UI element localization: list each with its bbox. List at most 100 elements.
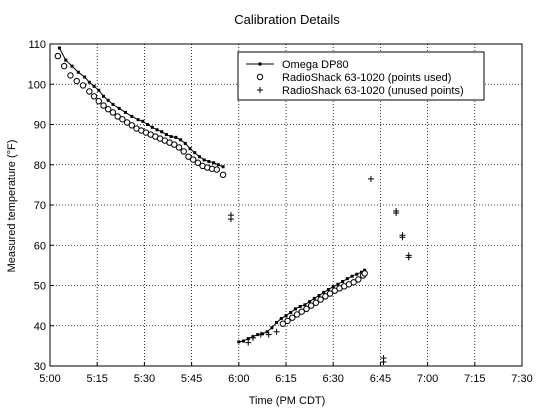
omega-data-point <box>212 161 216 165</box>
omega-data-point <box>179 138 183 142</box>
omega-data-point <box>284 314 288 318</box>
omega-data-point <box>293 307 297 311</box>
radioshack-used-point <box>100 102 107 109</box>
radioshack-used-point <box>194 159 202 166</box>
omega-data-point <box>188 147 192 151</box>
chart-title: Calibration Details <box>234 12 340 27</box>
radioshack-used-point <box>180 148 187 155</box>
radioshack-unused-point <box>399 232 406 239</box>
y-tick-label: 100 <box>28 79 46 91</box>
radioshack-used-point <box>119 116 126 123</box>
omega-data-point <box>106 98 110 102</box>
omega-data-point <box>117 106 121 110</box>
omega-data-point <box>150 125 154 129</box>
radioshack-used-point <box>350 279 357 286</box>
omega-data-point <box>155 128 159 132</box>
radioshack-unused-point <box>393 208 400 215</box>
omega-data-point <box>363 268 367 272</box>
radioshack-used-point <box>185 153 192 160</box>
radioshack-used-point <box>317 296 324 303</box>
y-axis-label: Measured temperature (°F) <box>6 140 18 273</box>
omega-data-point <box>270 326 274 330</box>
radioshack-used-point <box>86 88 93 95</box>
omega-data-point <box>216 163 220 167</box>
legend-label-omega: Omega DP80 <box>282 59 349 71</box>
x-tick-label: 6:30 <box>322 373 343 385</box>
radioshack-unused-point <box>227 212 234 219</box>
omega-data-point <box>141 119 145 123</box>
omega-series-line <box>58 47 224 168</box>
legend-swatch-unused-marker <box>257 87 263 93</box>
radioshack-used-point <box>95 97 102 105</box>
radioshack-unused-point <box>249 334 256 341</box>
legend-swatch-used-marker <box>256 73 264 81</box>
omega-data-point <box>146 123 150 126</box>
y-tick-label: 70 <box>34 200 46 212</box>
radioshack-unused-point <box>367 175 374 182</box>
omega-data-point <box>242 339 246 343</box>
legend-swatch-omega-marker <box>258 62 262 66</box>
radioshack-unused-point <box>273 328 280 335</box>
omega-data-point <box>193 151 197 155</box>
radioshack-used-point <box>279 320 287 327</box>
omega-data-point <box>275 321 279 325</box>
omega-data-point <box>246 337 250 341</box>
omega-data-point <box>160 130 164 134</box>
x-tick-label: 5:00 <box>39 373 60 385</box>
radioshack-used-point <box>189 156 197 163</box>
y-tick-label: 110 <box>28 39 46 51</box>
radioshack-used-point <box>128 122 136 129</box>
y-tick-label: 80 <box>34 160 46 172</box>
x-tick-label: 5:45 <box>181 373 202 385</box>
omega-data-point <box>279 317 283 321</box>
x-tick-label: 7:30 <box>511 373 532 385</box>
omega-data-point <box>164 133 168 137</box>
omega-data-point <box>237 340 241 344</box>
omega-data-point <box>101 94 105 98</box>
radioshack-used-point <box>293 311 301 318</box>
omega-data-point <box>221 165 225 169</box>
x-tick-label: 5:30 <box>134 373 155 385</box>
radioshack-used-point <box>322 293 329 300</box>
omega-data-point <box>64 58 68 62</box>
radioshack-used-point <box>54 52 62 60</box>
omega-data-point <box>341 279 345 283</box>
radioshack-used-point <box>284 317 291 325</box>
x-tick-label: 6:15 <box>275 373 296 385</box>
x-tick-label: 5:15 <box>86 373 107 385</box>
x-tick-label: 6:45 <box>370 373 391 385</box>
legend-label-used: RadioShack 63-1020 (points used) <box>282 72 451 84</box>
omega-data-point <box>70 64 74 68</box>
omega-data-point <box>322 290 326 294</box>
omega-data-point <box>317 294 321 298</box>
legend-box <box>237 51 485 101</box>
omega-data-point <box>355 272 359 276</box>
legend: Omega DP80 RadioShack 63-1020 (points us… <box>237 51 485 101</box>
omega-data-point <box>87 80 91 84</box>
y-tick-label: 30 <box>34 361 46 373</box>
radioshack-used-point <box>175 144 183 151</box>
omega-data-point <box>345 277 349 281</box>
y-tick-label: 60 <box>34 240 46 252</box>
radioshack-used-point <box>219 171 227 179</box>
radioshack-used-point <box>109 109 117 116</box>
radioshack-unused-point <box>405 252 412 259</box>
omega-data-point <box>289 310 293 314</box>
radioshack-used-point <box>355 276 362 283</box>
radioshack-used-point <box>79 82 87 89</box>
x-tick-label: 6:00 <box>228 373 249 385</box>
radioshack-used-point <box>171 141 178 148</box>
omega-data-point <box>350 274 354 278</box>
omega-data-point <box>92 84 96 88</box>
plot-area <box>54 46 412 365</box>
omega-data-point <box>298 304 302 308</box>
x-tick-label: 7:00 <box>417 373 438 385</box>
omega-data-point <box>336 282 340 286</box>
radioshack-used-point <box>298 308 305 315</box>
y-tick-label: 50 <box>34 281 46 293</box>
omega-data-point <box>312 296 316 300</box>
omega-data-point <box>256 333 260 337</box>
omega-data-point <box>174 135 178 139</box>
omega-data-point <box>202 158 206 162</box>
